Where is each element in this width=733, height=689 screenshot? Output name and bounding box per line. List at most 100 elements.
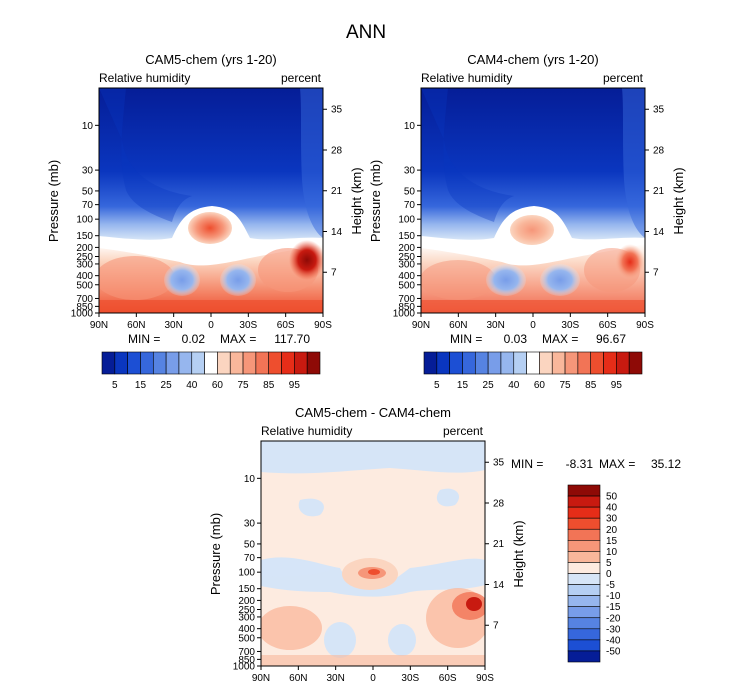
colorbar-swatch [114, 351, 128, 375]
colorbar-label: 85 [263, 380, 275, 391]
y-axis-label-right: Height (km) [671, 167, 686, 234]
max-label: MAX = [599, 457, 635, 471]
x-tick-label: 90N [90, 320, 108, 331]
colorbar-swatch [567, 573, 601, 585]
colorbar-swatch [526, 351, 540, 375]
y-tick-label: 850 [76, 302, 93, 313]
y-tick-label: 850 [398, 302, 415, 313]
min-max-readout: MIN = -8.31 MAX = 35.12 [511, 457, 681, 471]
y-axis-label-left: Pressure (mb) [46, 160, 61, 242]
colorbar-swatch [567, 639, 601, 652]
panel-cam4: CAM4-chem (yrs 1-20) Relative humidity p… [368, 52, 686, 391]
colorbar-label: 40 [606, 503, 618, 514]
x-tick-label: 90N [412, 320, 430, 331]
y-right-tick-label: 28 [493, 498, 505, 509]
y-right-tick-label: 7 [493, 621, 499, 632]
colorbar-swatch [513, 351, 527, 375]
x-axis: 90N 60N 30N 0 30S 60S 90S [90, 313, 332, 331]
colorbar-swatch [500, 351, 515, 375]
y-tick-label: 400 [238, 624, 255, 635]
y-right-tick-label: 14 [493, 580, 505, 591]
y-tick-label: 500 [238, 633, 255, 644]
colorbar-label: -5 [606, 580, 615, 591]
colorbar-label: 5 [112, 380, 118, 391]
y-tick-label: 700 [238, 647, 255, 658]
x-tick-label: 30S [401, 673, 419, 684]
colorbar-label: 15 [457, 380, 469, 391]
max-label: MAX = [542, 332, 578, 346]
y-tick-label: 200 [76, 243, 93, 254]
y-tick-label: 850 [238, 655, 255, 666]
colorbar-label: 40 [186, 380, 198, 391]
y-axis-right: 35 28 21 14 7 [485, 458, 505, 632]
colorbar-label: 0 [606, 569, 612, 580]
subtitle-variable: Relative humidity [261, 424, 352, 438]
max-value: 96.67 [596, 332, 626, 346]
x-tick-label: 30N [486, 320, 504, 331]
min-label: MIN = [128, 332, 160, 346]
colorbar-swatch [255, 351, 270, 375]
colorbar-label: 75 [559, 380, 571, 391]
colorbar-swatch [603, 351, 617, 375]
colorbar-label: 5 [434, 380, 440, 391]
y-axis-right: 35 28 21 14 7 [645, 105, 665, 279]
y-tick-label: 1000 [71, 309, 94, 320]
colorbar-swatch [567, 540, 601, 552]
contour-field [421, 88, 645, 313]
colorbar-swatch [539, 351, 553, 375]
colorbar-label: 10 [606, 547, 618, 558]
colorbar-swatch [229, 351, 244, 375]
x-tick-label: 60N [127, 320, 145, 331]
panel-cam5: CAM5-chem (yrs 1-20) Relative humidity p… [46, 52, 364, 391]
x-tick-label: 30S [561, 320, 579, 331]
panel-title: CAM5-chem - CAM4-chem [295, 405, 451, 420]
colorbar-label: 95 [289, 380, 301, 391]
y-right-tick-label: 35 [331, 105, 343, 116]
colorbar-swatch [204, 351, 218, 375]
y-tick-label: 30 [82, 166, 94, 177]
y-tick-label: 300 [238, 612, 255, 623]
colorbar-swatch [567, 495, 601, 508]
y-tick-label: 70 [82, 200, 94, 211]
y-right-tick-label: 14 [331, 227, 343, 238]
y-tick-label: 100 [398, 215, 415, 226]
colorbar-swatch [567, 528, 601, 541]
y-right-tick-label: 35 [653, 105, 665, 116]
colorbar: 5 15 25 40 60 75 85 95 [423, 351, 643, 391]
y-tick-label: 400 [398, 271, 415, 282]
y-tick-label: 400 [76, 271, 93, 282]
colorbar-label: 85 [585, 380, 597, 391]
colorbar-swatch [474, 351, 489, 375]
colorbar-label: 60 [212, 380, 224, 391]
colorbar-swatch [306, 351, 321, 375]
y-right-tick-label: 7 [653, 268, 659, 279]
colorbar-label: -50 [606, 646, 621, 657]
x-tick-label: 0 [530, 320, 536, 331]
y-right-tick-label: 7 [331, 268, 337, 279]
subtitle-units: percent [281, 71, 322, 85]
colorbar-swatch [551, 351, 566, 375]
y-axis-label-left: Pressure (mb) [368, 160, 383, 242]
x-tick-label: 30S [239, 320, 257, 331]
y-tick-label: 150 [76, 231, 93, 242]
y-tick-label: 30 [244, 519, 256, 530]
panel-diff: CAM5-chem - CAM4-chem Relative humidity … [208, 405, 681, 684]
x-axis: 90N 60N 30N 0 30S 60S 90S [252, 666, 494, 684]
colorbar-swatch [191, 351, 205, 375]
subtitle-variable: Relative humidity [99, 71, 190, 85]
colorbar-label: 20 [606, 525, 618, 536]
y-tick-label: 50 [404, 186, 416, 197]
y-tick-label: 10 [404, 121, 416, 132]
y-axis-label-left: Pressure (mb) [208, 513, 223, 595]
y-tick-label: 1000 [393, 309, 416, 320]
colorbar-swatch [140, 351, 154, 375]
colorbar-swatch [127, 351, 141, 375]
colorbar-swatch [462, 351, 476, 375]
y-tick-label: 250 [398, 252, 415, 263]
y-tick-label: 700 [76, 294, 93, 305]
max-value: 117.70 [274, 332, 310, 346]
colorbar-label: -20 [606, 613, 621, 624]
colorbar-label: -10 [606, 591, 621, 602]
colorbar-swatch [152, 351, 167, 375]
y-tick-label: 50 [244, 539, 256, 550]
